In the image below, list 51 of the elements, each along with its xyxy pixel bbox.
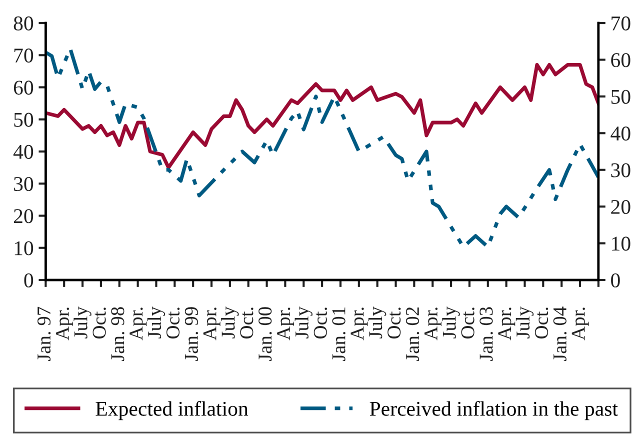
y2-tick-label: 0 (611, 273, 620, 288)
y2-tick-label: 20 (611, 200, 630, 214)
x-tick-label: July (294, 306, 312, 338)
x-tick-label: Oct. (314, 308, 328, 339)
y-tick-label: 60 (14, 80, 34, 95)
x-tick-label: Apr. (203, 308, 220, 340)
y2-tick-label: 10 (612, 236, 630, 251)
x-tick-label: Apr. (350, 308, 368, 340)
y-tick-label: 20 (14, 209, 34, 224)
y-tick-label: 70 (14, 48, 34, 63)
legend-label: Expected inflation (96, 400, 248, 420)
y-tick-label: 10 (14, 241, 34, 256)
y-tick-label: 50 (14, 112, 34, 127)
x-tick-label: Oct. (240, 308, 254, 339)
x-tick-label: July (516, 306, 534, 338)
y2-tick-label: 60 (611, 53, 630, 68)
x-tick-label: Jan. 98 (111, 307, 124, 362)
x-tick-label: July (221, 306, 239, 338)
y-tick-label: 30 (14, 177, 34, 192)
x-tick-label: Apr. (572, 308, 589, 340)
x-tick-label: Oct. (534, 308, 548, 339)
x-tick-label: Apr. (130, 308, 147, 340)
x-tick-label: Jan. 02 (406, 307, 420, 362)
x-tick-label: July (442, 306, 460, 338)
x-tick-label: Apr. (56, 308, 73, 340)
x-tick-label: July (368, 306, 386, 338)
y2-tick-label: 30 (611, 163, 630, 178)
x-tick-label: July (147, 306, 166, 338)
legend-label: Perceived inflation in the past (370, 400, 618, 420)
line-series (46, 62, 598, 170)
x-tick-label: Oct. (461, 308, 474, 339)
x-tick-label: Oct. (166, 308, 180, 339)
x-tick-label: Jan. 97 (37, 306, 51, 362)
x-tick-label: Apr. (498, 308, 516, 340)
y2-tick-label: 70 (612, 16, 630, 30)
x-tick-label: Oct. (92, 308, 106, 339)
y-tick-label: 40 (13, 144, 34, 159)
x-tick-label: Oct. (388, 308, 401, 339)
x-tick-label: Jan. 03 (480, 307, 493, 362)
x-tick-label: Jan. 00 (258, 307, 272, 362)
x-tick-label: Apr. (277, 308, 294, 340)
y2-tick-label: 40 (610, 126, 630, 141)
x-tick-label: Jan. 01 (332, 308, 346, 362)
x-tick-label: Jan. 04 (553, 306, 567, 362)
x-tick-label: July (74, 306, 92, 338)
y-tick-label: 80 (14, 16, 34, 30)
x-tick-label: Apr. (424, 308, 442, 340)
x-tick-label: Jan. 99 (184, 307, 198, 362)
line-series (46, 46, 598, 249)
y2-tick-label: 50 (611, 90, 630, 104)
y-tick-label: 0 (24, 273, 34, 288)
